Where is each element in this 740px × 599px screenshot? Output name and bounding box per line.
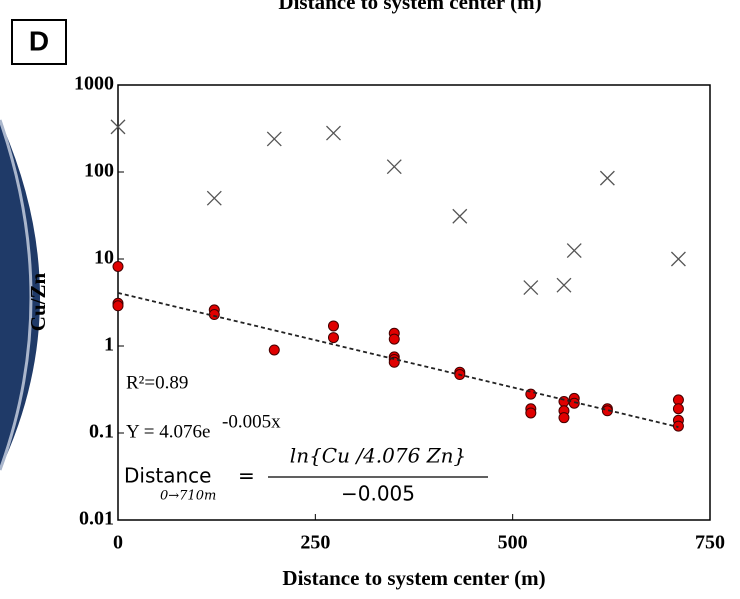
decor-arc-edge: [0, 119, 33, 471]
point: [268, 344, 280, 356]
point: [327, 320, 339, 332]
annotation: -0.005x: [222, 411, 281, 432]
y-axis-label: Cu/Zn: [26, 273, 50, 332]
point: [208, 309, 220, 321]
x-marker: [523, 280, 539, 295]
x-marker: [452, 208, 468, 224]
annotation: R²=0.89: [126, 372, 188, 393]
x-axis-label: Distance to system center (m): [282, 566, 545, 590]
x-marker: [670, 251, 686, 267]
x-marker: [556, 277, 572, 293]
panel-label: D: [29, 25, 49, 56]
x-tick-label: 250: [300, 532, 330, 554]
annotation: Distance: [124, 464, 211, 488]
panel-box: [11, 19, 67, 65]
point: [601, 405, 613, 417]
x-marker: [110, 119, 126, 135]
point: [672, 403, 684, 415]
point: [388, 356, 400, 368]
point: [112, 300, 124, 312]
y-tick-label: 100: [84, 160, 114, 182]
x-tick-label: 750: [695, 532, 725, 554]
x-tick-label: 0: [113, 532, 123, 554]
x-marker: [386, 159, 402, 175]
point: [525, 407, 537, 419]
point: [327, 332, 339, 344]
y-tick-label: 0.1: [89, 421, 114, 443]
x-tick-label: 500: [498, 532, 528, 554]
annotation: −0.005: [341, 482, 415, 506]
point: [388, 333, 400, 345]
point: [558, 396, 570, 408]
point: [558, 412, 570, 424]
decor-arc: [0, 120, 40, 470]
annotation: =: [238, 464, 255, 488]
y-tick-label: 1000: [74, 73, 114, 95]
trend-line: [117, 292, 679, 428]
annotation: Y = 4.076e: [126, 421, 210, 442]
x-marker: [266, 131, 282, 147]
y-tick-label: 10: [94, 247, 114, 269]
annotation: ln{Cu /4.076 Zn}: [290, 444, 466, 468]
x-marker: [599, 170, 615, 186]
x-marker: [206, 190, 222, 206]
point: [672, 420, 684, 432]
header-label: Distance to system center (m): [278, 0, 541, 14]
x-marker: [326, 125, 341, 141]
y-tick-label: 0.01: [79, 508, 114, 530]
y-tick-label: 1: [104, 334, 114, 356]
x-marker: [566, 243, 582, 259]
point: [112, 260, 124, 272]
annotation: 0→710m: [160, 489, 216, 504]
point: [568, 397, 580, 409]
